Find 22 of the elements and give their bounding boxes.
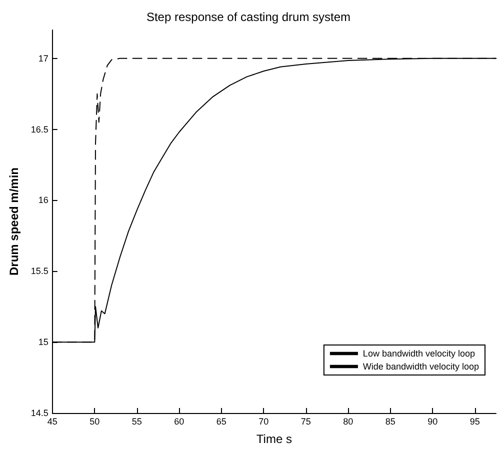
- x-tick-label: 45: [47, 416, 58, 426]
- x-tick-label: 85: [385, 416, 396, 426]
- x-tick-label: 50: [90, 416, 100, 426]
- x-tick-label: 80: [343, 416, 354, 426]
- y-tick-label: 16.5: [30, 124, 48, 134]
- legend-label: Wide bandwidth velocity loop: [362, 362, 480, 372]
- x-tick-label: 95: [470, 416, 480, 426]
- x-tick-label: 75: [300, 416, 311, 426]
- x-tick-label: 55: [132, 416, 142, 426]
- x-axis-title: Time s: [256, 432, 292, 446]
- y-tick-label: 15.5: [30, 266, 48, 276]
- x-tick-label: 60: [174, 416, 184, 426]
- y-tick-label: 15: [38, 337, 48, 348]
- x-tick-label: 70: [258, 416, 269, 426]
- y-tick-label: 14.5: [30, 408, 48, 418]
- x-tick-label: 65: [216, 416, 226, 426]
- x-tick-label: 90: [428, 416, 438, 426]
- y-tick-label: 16: [38, 195, 48, 206]
- chart-title: Step response of casting drum system: [146, 10, 351, 24]
- y-axis-title: Drum speed m/min: [7, 167, 21, 276]
- y-tick-label: 17: [38, 53, 48, 64]
- legend-label: Low bandwidth velocity loop: [362, 348, 476, 358]
